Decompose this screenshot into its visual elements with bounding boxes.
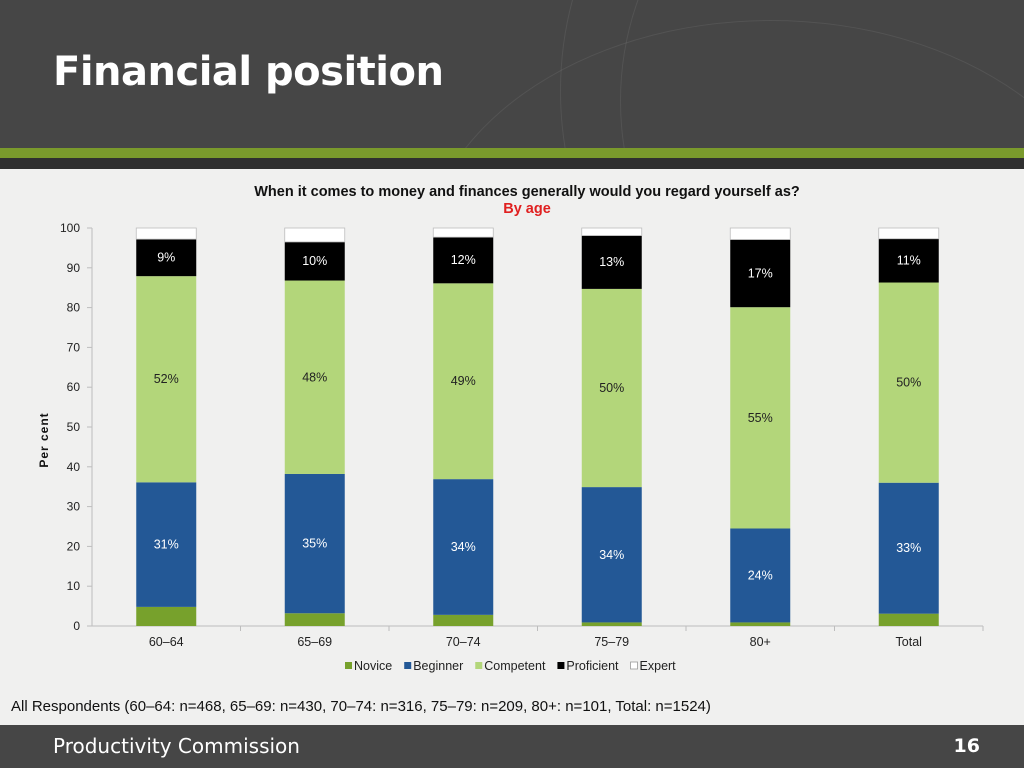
- legend-swatch-competent: [475, 662, 483, 669]
- x-tick-label: 60–64: [149, 635, 184, 649]
- bar-segment-competent: [284, 280, 345, 474]
- bar-segment-novice: [433, 614, 494, 626]
- bar-segment-beginner: [730, 528, 791, 623]
- data-label-competent: 50%: [896, 376, 921, 390]
- y-tick-label: 0: [73, 619, 80, 633]
- slide-title: Financial position: [53, 49, 444, 95]
- chart-subtitle: By age: [503, 201, 551, 217]
- y-axis-label: Per cent: [37, 412, 51, 467]
- bar-segment-proficient: [581, 235, 642, 289]
- bar-segment-novice: [136, 606, 197, 626]
- bar-segment-beginner: [581, 487, 642, 623]
- bar-segment-beginner: [136, 482, 197, 607]
- data-label-beginner: 34%: [599, 548, 624, 562]
- x-tick-label: 70–74: [446, 635, 481, 649]
- data-label-competent: 49%: [451, 374, 476, 388]
- bar-segment-expert: [432, 227, 494, 238]
- y-tick-label: 80: [67, 301, 81, 315]
- data-label-beginner: 35%: [302, 537, 327, 551]
- y-tick-label: 90: [67, 261, 81, 275]
- data-label-proficient: 12%: [451, 253, 476, 267]
- bar-segment-competent: [136, 276, 197, 483]
- respondents-note: All Respondents (60–64: n=468, 65–69: n=…: [11, 698, 711, 715]
- bar-segment-beginner: [433, 479, 494, 615]
- data-label-proficient: 17%: [748, 266, 773, 280]
- x-tick-label: 75–79: [594, 635, 629, 649]
- legend-swatch-expert: [630, 661, 638, 670]
- slide-footer: [0, 725, 1024, 768]
- data-label-beginner: 24%: [748, 568, 773, 582]
- plot-area: 0 10 20 30 40 50 60 70 80 90 100 31% 52% 9% 60–64 35% 48…: [60, 221, 984, 649]
- bar-segment-proficient: [433, 237, 494, 284]
- bar-segment-expert: [284, 227, 346, 243]
- bar-segment-proficient: [878, 238, 939, 283]
- x-tick-label: Total: [896, 635, 922, 649]
- x-tick-label: 80+: [750, 635, 771, 649]
- data-label-proficient: 9%: [157, 251, 175, 265]
- bar-segment-novice: [284, 613, 345, 626]
- legend-swatch-beginner: [404, 662, 412, 669]
- data-label-competent: 48%: [302, 370, 327, 384]
- data-label-competent: 55%: [748, 411, 773, 425]
- bar-segment-novice: [878, 613, 939, 626]
- chart-legend: Novice Beginner Competent Proficient Expert: [345, 659, 676, 673]
- y-tick-label: 40: [67, 460, 81, 474]
- bar-segment-expert: [135, 227, 197, 240]
- legend-swatch-novice: [345, 662, 352, 669]
- slide-header: [0, 0, 1024, 148]
- legend-label-beginner: Beginner: [413, 659, 463, 673]
- data-label-beginner: 34%: [451, 540, 476, 554]
- bar-segment-competent: [878, 282, 939, 483]
- y-tick-label: 50: [67, 420, 81, 434]
- accent-band: [0, 148, 1024, 158]
- y-tick-label: 60: [67, 380, 81, 394]
- legend-swatch-proficient: [557, 662, 565, 669]
- chart-title: When it comes to money and finances gene…: [254, 184, 800, 200]
- bar-segment-proficient: [136, 239, 197, 277]
- bar-segment-proficient: [284, 241, 345, 281]
- bar-segment-novice: [581, 622, 642, 626]
- y-tick-label: 10: [67, 579, 81, 593]
- legend-label-proficient: Proficient: [566, 659, 619, 673]
- bar-segment-beginner: [878, 482, 939, 614]
- y-tick-label: 30: [67, 500, 81, 514]
- y-tick-label: 20: [67, 539, 81, 553]
- footer-organisation: Productivity Commission: [53, 734, 300, 758]
- bar-segment-competent: [581, 288, 642, 488]
- bar-segment-expert: [729, 227, 791, 240]
- legend-label-novice: Novice: [354, 659, 392, 673]
- data-label-proficient: 13%: [599, 255, 624, 269]
- bar-segment-proficient: [730, 239, 791, 308]
- dark-band: [0, 158, 1024, 169]
- bar-segment-expert: [581, 227, 643, 236]
- bar-segment-competent: [730, 307, 791, 529]
- bar-segment-beginner: [284, 473, 345, 614]
- stacked-bar-chart: When it comes to money and finances gene…: [37, 184, 984, 673]
- data-label-proficient: 11%: [897, 254, 921, 268]
- bar-segment-expert: [878, 227, 940, 240]
- y-tick-label: 70: [67, 340, 81, 354]
- data-label-competent: 52%: [154, 372, 179, 386]
- page-number: 16: [953, 735, 980, 757]
- legend-label-competent: Competent: [484, 659, 546, 673]
- bar-segment-novice: [730, 622, 791, 626]
- legend-label-expert: Expert: [640, 659, 677, 673]
- y-tick-label: 100: [60, 221, 80, 235]
- data-label-proficient: 10%: [302, 254, 327, 268]
- bar-segment-competent: [433, 283, 494, 480]
- data-label-beginner: 33%: [896, 541, 921, 555]
- x-tick-label: 65–69: [297, 635, 332, 649]
- data-label-competent: 50%: [599, 381, 624, 395]
- data-label-beginner: 31%: [154, 538, 179, 552]
